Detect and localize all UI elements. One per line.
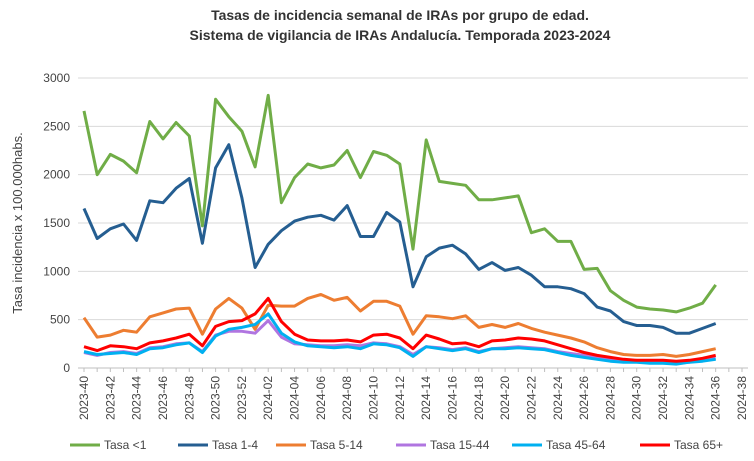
x-tick-label: 2024-02 bbox=[261, 376, 275, 420]
x-tick-label: 2024-26 bbox=[577, 376, 591, 420]
legend-label: Tasa <1 bbox=[104, 438, 147, 452]
legend-label: Tasa 15-44 bbox=[430, 438, 490, 452]
series-line bbox=[82, 293, 717, 358]
x-tick-label: 2024-22 bbox=[524, 376, 538, 420]
y-tick-label: 0 bbox=[63, 361, 70, 375]
x-tick-label: 2024-18 bbox=[472, 376, 486, 420]
y-tick-label: 2500 bbox=[43, 119, 70, 133]
x-tick-label: 2024-34 bbox=[682, 376, 696, 420]
chart-subtitle: Sistema de vigilancia de IRAs Andalucía.… bbox=[190, 27, 611, 43]
x-tick-label: 2024-08 bbox=[340, 376, 354, 420]
series-line bbox=[82, 143, 717, 335]
x-tick-label: 2024-24 bbox=[551, 376, 565, 420]
series-line bbox=[83, 319, 716, 365]
x-tick-label: 2023-52 bbox=[235, 376, 249, 420]
y-tick-label: 1000 bbox=[43, 264, 70, 278]
x-tick-label: 2023-42 bbox=[103, 376, 117, 420]
x-tick-label: 2023-46 bbox=[156, 376, 170, 420]
series-line bbox=[83, 296, 717, 363]
x-tick-label: 2024-20 bbox=[498, 376, 512, 420]
x-tick-label: 2024-10 bbox=[367, 376, 381, 420]
chart-title: Tasas de incidencia semanal de IRAs por … bbox=[211, 7, 589, 23]
legend-label: Tasa 65+ bbox=[674, 438, 723, 452]
y-tick-label: 3000 bbox=[43, 71, 70, 85]
x-tick-label: 2023-40 bbox=[77, 376, 91, 420]
x-tick-label: 2024-12 bbox=[393, 376, 407, 420]
y-tick-label: 500 bbox=[50, 313, 70, 327]
x-tick-label: 2024-32 bbox=[656, 376, 670, 420]
x-tick-label: 2023-50 bbox=[209, 376, 223, 420]
series-line bbox=[82, 93, 717, 314]
x-tick-label: 2024-14 bbox=[419, 376, 433, 420]
legend-label: Tasa 5-14 bbox=[310, 438, 363, 452]
x-tick-label: 2024-28 bbox=[603, 376, 617, 420]
legend-label: Tasa 45-64 bbox=[546, 438, 606, 452]
x-tick-label: 2024-16 bbox=[445, 376, 459, 420]
x-tick-label: 2023-44 bbox=[130, 376, 144, 420]
x-tick-label: 2024-06 bbox=[314, 376, 328, 420]
y-tick-label: 2000 bbox=[43, 168, 70, 182]
series-line bbox=[83, 312, 716, 366]
x-tick-label: 2024-30 bbox=[630, 376, 644, 420]
x-tick-label: 2024-04 bbox=[288, 376, 302, 420]
x-tick-label: 2023-48 bbox=[182, 376, 196, 420]
legend-label: Tasa 1-4 bbox=[212, 438, 258, 452]
y-axis-label: Tasa incidencia x 100.000habs. bbox=[10, 132, 25, 313]
x-tick-label: 2024-38 bbox=[735, 376, 749, 420]
x-tick-label: 2024-36 bbox=[709, 376, 723, 420]
y-tick-label: 1500 bbox=[43, 216, 70, 230]
